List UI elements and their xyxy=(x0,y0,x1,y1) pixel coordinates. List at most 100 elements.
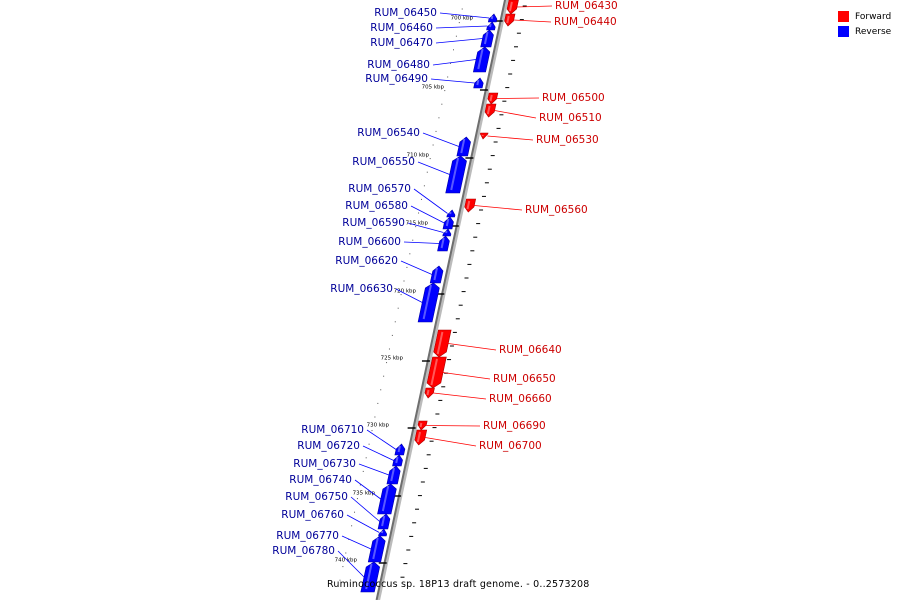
leader-line xyxy=(426,425,481,427)
gene-label-rum_06430: RUM_06430 xyxy=(555,0,618,12)
gene-sheen xyxy=(450,157,460,191)
gene-arrow-rum_06510 xyxy=(484,103,497,118)
tick-label: 715 kbp xyxy=(406,221,429,227)
gene-arrow-rum_06460 xyxy=(486,21,496,31)
leader-line xyxy=(366,429,397,450)
legend-label: Forward xyxy=(855,11,892,22)
gene-arrow-rum_06730 xyxy=(386,465,401,485)
gene-sheen xyxy=(426,389,430,396)
leader-line xyxy=(407,222,444,233)
tick-label: 720 kbp xyxy=(394,289,417,295)
leader-line xyxy=(341,535,372,550)
tick-label: 725 kbp xyxy=(381,356,404,362)
gene-sheen xyxy=(416,431,421,443)
gene-label-rum_06750: RUM_06750 xyxy=(285,491,348,503)
leader-line xyxy=(442,372,491,380)
axis-line xyxy=(375,0,507,600)
legend-label: Reverse xyxy=(855,26,892,37)
reverse-swatch xyxy=(838,26,849,37)
tick-label: 710 kbp xyxy=(407,153,430,159)
leader-line xyxy=(354,479,381,500)
gene-arrow-rum_06470 xyxy=(480,29,494,48)
leader-line xyxy=(337,550,365,578)
gene-label-rum_06480: RUM_06480 xyxy=(367,59,430,71)
gene-sheen xyxy=(381,515,386,527)
legend-item-reverse: Reverse xyxy=(838,24,891,39)
gene-arrow-rum_06740 xyxy=(377,483,397,515)
gene-label-rum_06530: RUM_06530 xyxy=(536,134,599,146)
gene-sheen xyxy=(397,445,401,453)
gene-sheen xyxy=(422,284,432,320)
leader-line xyxy=(435,25,488,29)
gene-label-rum_06720: RUM_06720 xyxy=(297,440,360,452)
gene-label-rum_06500: RUM_06500 xyxy=(542,92,605,104)
gene-sheen xyxy=(489,94,493,102)
gene-sheen xyxy=(483,31,489,45)
gene-arrow-rum_06540 xyxy=(456,136,471,157)
gene-label-rum_06590: RUM_06590 xyxy=(342,217,405,229)
gene-sheen xyxy=(419,422,423,428)
gene-arrow-rum_06500 xyxy=(487,92,499,105)
gene-arrow-rum_06770 xyxy=(367,535,386,563)
tick-label: 730 kbp xyxy=(367,423,390,429)
gene-label-rum_06780: RUM_06780 xyxy=(272,545,335,557)
leader-line xyxy=(430,78,475,84)
gene-arrow-rum_06490 xyxy=(473,77,484,89)
gene-labels: RUM_06430 RUM_06440 RUM_06450 RUM_06460 RUM_… xyxy=(272,0,618,578)
leader-line xyxy=(494,110,537,119)
gene-sheen xyxy=(476,79,480,86)
leader-line xyxy=(395,288,423,303)
leader-line xyxy=(358,463,389,476)
tick-label: 705 kbp xyxy=(422,85,445,91)
gene-sheen xyxy=(433,267,438,281)
gene-label-rum_06690: RUM_06690 xyxy=(483,420,546,432)
gene-sheen xyxy=(486,105,491,115)
gene-label-rum_06600: RUM_06600 xyxy=(338,236,401,248)
gene-arrow-rum_06650 xyxy=(426,356,447,389)
leader-line xyxy=(403,241,440,244)
tick-label: 700 kbp xyxy=(451,16,474,22)
legend-item-forward: Forward xyxy=(838,9,891,24)
leader-line xyxy=(417,161,450,175)
gene-features xyxy=(360,0,519,593)
gene-arrow-rum_06640 xyxy=(433,329,452,358)
gene-arrow-rum_06700 xyxy=(414,429,428,446)
leader-line xyxy=(433,392,487,400)
gene-arrow-rum_06750 xyxy=(377,513,391,530)
genome-axis xyxy=(375,0,509,600)
leader-line xyxy=(410,205,445,224)
gene-label-rum_06770: RUM_06770 xyxy=(276,530,339,542)
gene-sheen xyxy=(365,563,373,590)
gene-label-rum_06730: RUM_06730 xyxy=(293,458,356,470)
gene-label-rum_06760: RUM_06760 xyxy=(281,509,344,521)
leader-line xyxy=(496,97,540,99)
gene-arrow-rum_06630 xyxy=(417,282,440,323)
gene-label-rum_06450: RUM_06450 xyxy=(374,7,437,19)
gene-label-rum_06510: RUM_06510 xyxy=(539,112,602,124)
gene-arrow-rum_06430 xyxy=(506,0,519,15)
gene-arrow-rum_06590 xyxy=(442,228,452,237)
gene-arrow-rum_06620 xyxy=(429,265,444,284)
gene-arrow-rum_06550 xyxy=(445,155,467,194)
gene-label-rum_06460: RUM_06460 xyxy=(370,22,433,34)
tick-label: 735 kbp xyxy=(353,491,376,497)
gene-sheen xyxy=(395,456,399,464)
leader-line xyxy=(487,135,534,141)
leader-line xyxy=(432,59,477,66)
gene-label-rum_06700: RUM_06700 xyxy=(479,440,542,452)
leader-line xyxy=(362,445,394,461)
gene-label-rum_06710: RUM_06710 xyxy=(301,424,364,436)
leader-line xyxy=(474,205,523,211)
gene-sheen xyxy=(508,1,513,12)
gene-arrow-rum_06760 xyxy=(378,528,388,537)
gene-arrow-rum_06560 xyxy=(464,198,477,213)
gene-arrow-rum_06720 xyxy=(392,454,403,467)
gene-label-rum_06620: RUM_06620 xyxy=(335,255,398,267)
leader-line xyxy=(439,12,490,19)
gene-label-rum_06560: RUM_06560 xyxy=(525,204,588,216)
gene-sheen xyxy=(381,485,390,512)
tick-marks: 700 kbp 705 kbp 710 kbp 715 kbp 720 kbp 725 k… xyxy=(335,5,527,581)
gene-arrow-rum_06580 xyxy=(442,216,454,230)
gene-label-rum_06490: RUM_06490 xyxy=(365,73,428,85)
